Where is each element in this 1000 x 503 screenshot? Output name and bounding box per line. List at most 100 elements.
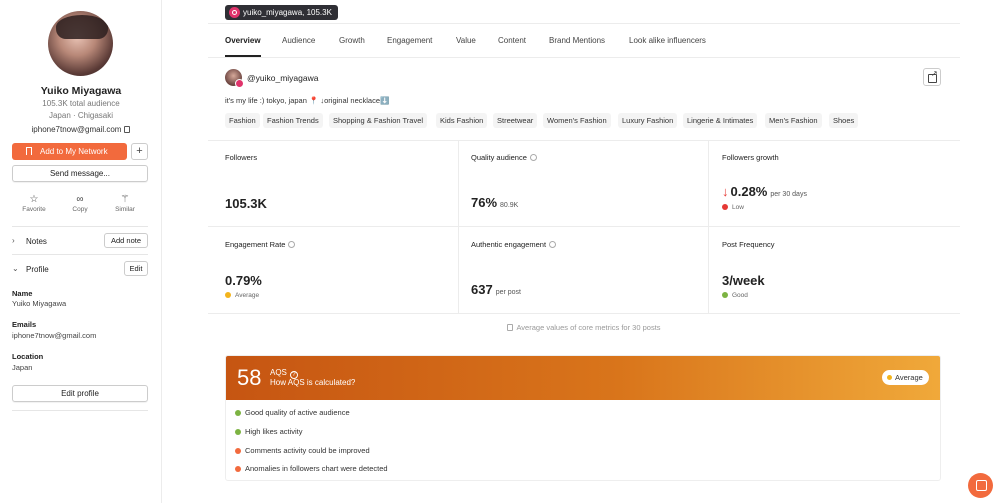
location-field-value: Japan: [12, 363, 33, 372]
aqs-header: 58 AQS? How AQS is calculated? Average: [226, 356, 940, 400]
profile-location: Japan · Chigasaki: [48, 111, 114, 120]
aqs-item: Good quality of active audience: [235, 408, 350, 417]
tab-look-alike-influencers[interactable]: Look alike influencers: [629, 36, 706, 45]
category-tag[interactable]: Lingerie & Intimates: [683, 113, 758, 128]
divider: [208, 57, 960, 58]
link-icon: ∞: [76, 194, 84, 205]
quality-audience-text: Quality audience: [471, 153, 527, 162]
emails-field-label: Emails: [12, 320, 37, 329]
divider: [12, 410, 148, 411]
chat-button[interactable]: [968, 473, 993, 498]
engagement-rate-label: Engagement Rate: [225, 240, 296, 249]
followers-growth-status-text: Low: [732, 204, 744, 211]
profile-bio: it's my life :) tokyo, japan 📍 ↓original…: [225, 96, 390, 105]
chevron-right-icon[interactable]: ›: [12, 236, 15, 245]
help-icon[interactable]: ?: [289, 371, 298, 379]
external-link-button[interactable]: [923, 68, 941, 86]
magic-wand-icon: ⚚: [120, 194, 130, 205]
category-tag[interactable]: Shopping & Fashion Travel: [329, 113, 428, 128]
aqs-card: 58 AQS? How AQS is calculated? Average G…: [225, 355, 941, 481]
category-tag[interactable]: Streetwear: [493, 113, 538, 128]
instagram-icon: [229, 7, 240, 18]
post-frequency-label: Post Frequency: [722, 240, 775, 249]
tab-engagement[interactable]: Engagement: [387, 36, 433, 45]
metrics-footnote-text: Average values of core metrics for 30 po…: [516, 323, 661, 332]
add-to-network-button[interactable]: Add to My Network: [12, 143, 127, 160]
copy-icon[interactable]: [124, 126, 131, 133]
category-tag[interactable]: Kids Fashion: [436, 113, 488, 128]
aqs-score: 58: [237, 365, 262, 390]
status-dot: [722, 292, 728, 298]
authentic-engagement-unit: per post: [495, 289, 521, 296]
tab-audience[interactable]: Audience: [282, 36, 316, 45]
bookmark-icon: [26, 147, 32, 155]
tab-growth[interactable]: Growth: [339, 36, 365, 45]
engagement-rate-status: Average: [225, 292, 259, 299]
arrow-down-icon: ↓: [722, 184, 729, 199]
name-field-value: Yuiko Miyagawa: [12, 299, 67, 308]
followers-growth-status: Low: [722, 204, 744, 211]
aqs-item: Anomalies in followers chart were detect…: [235, 464, 388, 473]
star-icon: ☆: [29, 194, 39, 205]
tab-overview[interactable]: Overview: [225, 36, 261, 45]
tab-content[interactable]: Content: [498, 36, 527, 45]
aqs-title: AQS?: [270, 368, 298, 379]
emails-field-value: iphone7tnow@gmail.com: [12, 331, 97, 340]
tab-value[interactable]: Value: [456, 36, 476, 45]
category-tag[interactable]: Shoes: [829, 113, 859, 128]
add-more-button[interactable]: +: [131, 143, 148, 160]
copy-label: Copy: [72, 206, 88, 213]
aqs-badge: Average: [882, 370, 929, 385]
divider: [208, 313, 960, 314]
aqs-item-text: Comments activity could be improved: [245, 446, 370, 455]
profile-avatar: [225, 69, 244, 88]
status-dot: [225, 292, 231, 298]
divider: [208, 23, 960, 24]
edit-profile-button[interactable]: Edit profile: [12, 385, 148, 402]
category-tag[interactable]: Luxury Fashion: [618, 113, 678, 128]
followers-growth-label: Followers growth: [722, 153, 779, 162]
status-dot: [235, 429, 241, 435]
divider: [458, 140, 459, 313]
category-tag[interactable]: Fashion: [225, 113, 260, 128]
favorite-action[interactable]: ☆ Favorite: [12, 193, 56, 213]
profile-email[interactable]: iphone7tnow@gmail.com: [0, 125, 162, 134]
engagement-rate-text: Engagement Rate: [225, 240, 286, 249]
edit-button[interactable]: Edit: [124, 261, 148, 276]
category-tag[interactable]: Fashion Trends: [263, 113, 323, 128]
aqs-item: Comments activity could be improved: [235, 446, 370, 455]
followers-growth-period: per 30 days: [770, 191, 807, 198]
location-field-label: Location: [12, 352, 44, 361]
info-icon[interactable]: [549, 241, 557, 248]
profile-section-label[interactable]: Profile: [26, 265, 49, 274]
document-icon: [507, 324, 514, 331]
post-frequency-status: Good: [722, 292, 748, 299]
followers-growth-percent: 0.28%: [730, 184, 768, 199]
divider: [708, 140, 709, 313]
send-message-button[interactable]: Send message...: [12, 165, 148, 182]
category-tag[interactable]: Men's Fashion: [765, 113, 822, 128]
divider: [12, 254, 148, 255]
profile-name: Yuiko Miyagawa: [40, 85, 122, 97]
status-dot: [235, 410, 241, 416]
chevron-down-icon[interactable]: ⌄: [12, 264, 19, 273]
status-dot: [722, 204, 728, 210]
quality-audience-count: 80.9K: [500, 202, 519, 209]
notes-label[interactable]: Notes: [26, 237, 47, 246]
profile-handle[interactable]: @yuiko_miyagawa: [247, 73, 319, 83]
aqs-how-calculated-link[interactable]: How AQS is calculated?: [270, 378, 356, 387]
email-text: iphone7tnow@gmail.com: [31, 125, 122, 134]
followers-label: Followers: [225, 153, 258, 162]
info-icon[interactable]: [529, 154, 537, 161]
add-note-button[interactable]: Add note: [104, 233, 148, 248]
category-tag[interactable]: Women's Fashion: [543, 113, 611, 128]
post-frequency-status-text: Good: [732, 292, 748, 299]
authentic-engagement-label: Authentic engagement: [471, 240, 557, 249]
status-dot: [235, 466, 241, 472]
followers-value: 105.3K: [225, 196, 267, 211]
tab-brand-mentions[interactable]: Brand Mentions: [549, 36, 606, 45]
similar-action[interactable]: ⚚ Similar: [103, 193, 147, 213]
post-frequency-value: 3/week: [722, 273, 765, 288]
info-icon[interactable]: [288, 241, 296, 248]
copy-action[interactable]: ∞ Copy: [58, 193, 102, 213]
